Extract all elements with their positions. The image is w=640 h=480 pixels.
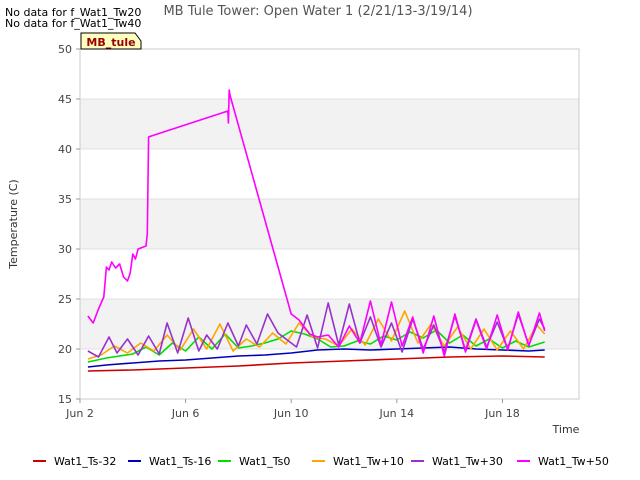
x-tick-label-1: Jun 6 [171,407,200,420]
series-line-Wat1_Tw+50 [87,89,546,357]
x-axis-label: Time [552,423,580,436]
legend-label-Wat1_Ts-16: Wat1_Ts-16 [149,455,211,468]
no-data-notice-tw20: No data for f_Wat1_Tw20 [5,6,142,19]
station-badge-label: MB_tule [86,36,135,49]
legend: Wat1_Ts-32 Wat1_Ts-16 Wat1_Ts0 Wat1_Tw+10 Wa… [33,455,609,468]
x-tick-label-2: Jun 10 [273,407,309,420]
y-tick-label-35: 35 [58,193,72,206]
series-line-Wat1_Tw+10 [87,310,546,360]
y-tick-label-20: 20 [58,343,72,356]
y-tick-label-40: 40 [58,143,72,156]
x-tick-label-3: Jun 14 [378,407,414,420]
y-tick-label-45: 45 [58,93,72,106]
legend-label-Wat1_Tw+50: Wat1_Tw+50 [538,455,609,468]
legend-label-Wat1_Ts0: Wat1_Ts0 [239,455,290,468]
y-tick-label-25: 25 [58,293,72,306]
legend-label-Wat1_Tw+30: Wat1_Tw+30 [432,455,503,468]
legend-label-Wat1_Ts-32: Wat1_Ts-32 [54,455,116,468]
series-line-Wat1_Ts-16 [87,346,545,368]
legend-label-Wat1_Tw+10: Wat1_Tw+10 [333,455,404,468]
shaded-band-2 [80,99,579,149]
x-tick-label-4: Jun 18 [484,407,520,420]
shaded-band-1 [80,199,579,249]
series-line-Wat1_Ts-32 [87,355,545,372]
station-badge: MB_tule [80,32,142,50]
x-tick-label-0: Jun 2 [65,407,94,420]
plot-frame [79,48,580,400]
station-badge-shape [80,32,142,50]
y-tick-label-15: 15 [58,393,72,406]
no-data-notice-tw40: No data for f_Wat1_Tw40 [5,17,142,30]
y-tick-label-50: 50 [58,43,72,56]
y-axis-label: Temperature (C) [7,179,20,269]
chart-title: MB Tule Tower: Open Water 1 (2/21/13-3/1… [163,4,472,19]
y-tick-label-30: 30 [58,243,72,256]
